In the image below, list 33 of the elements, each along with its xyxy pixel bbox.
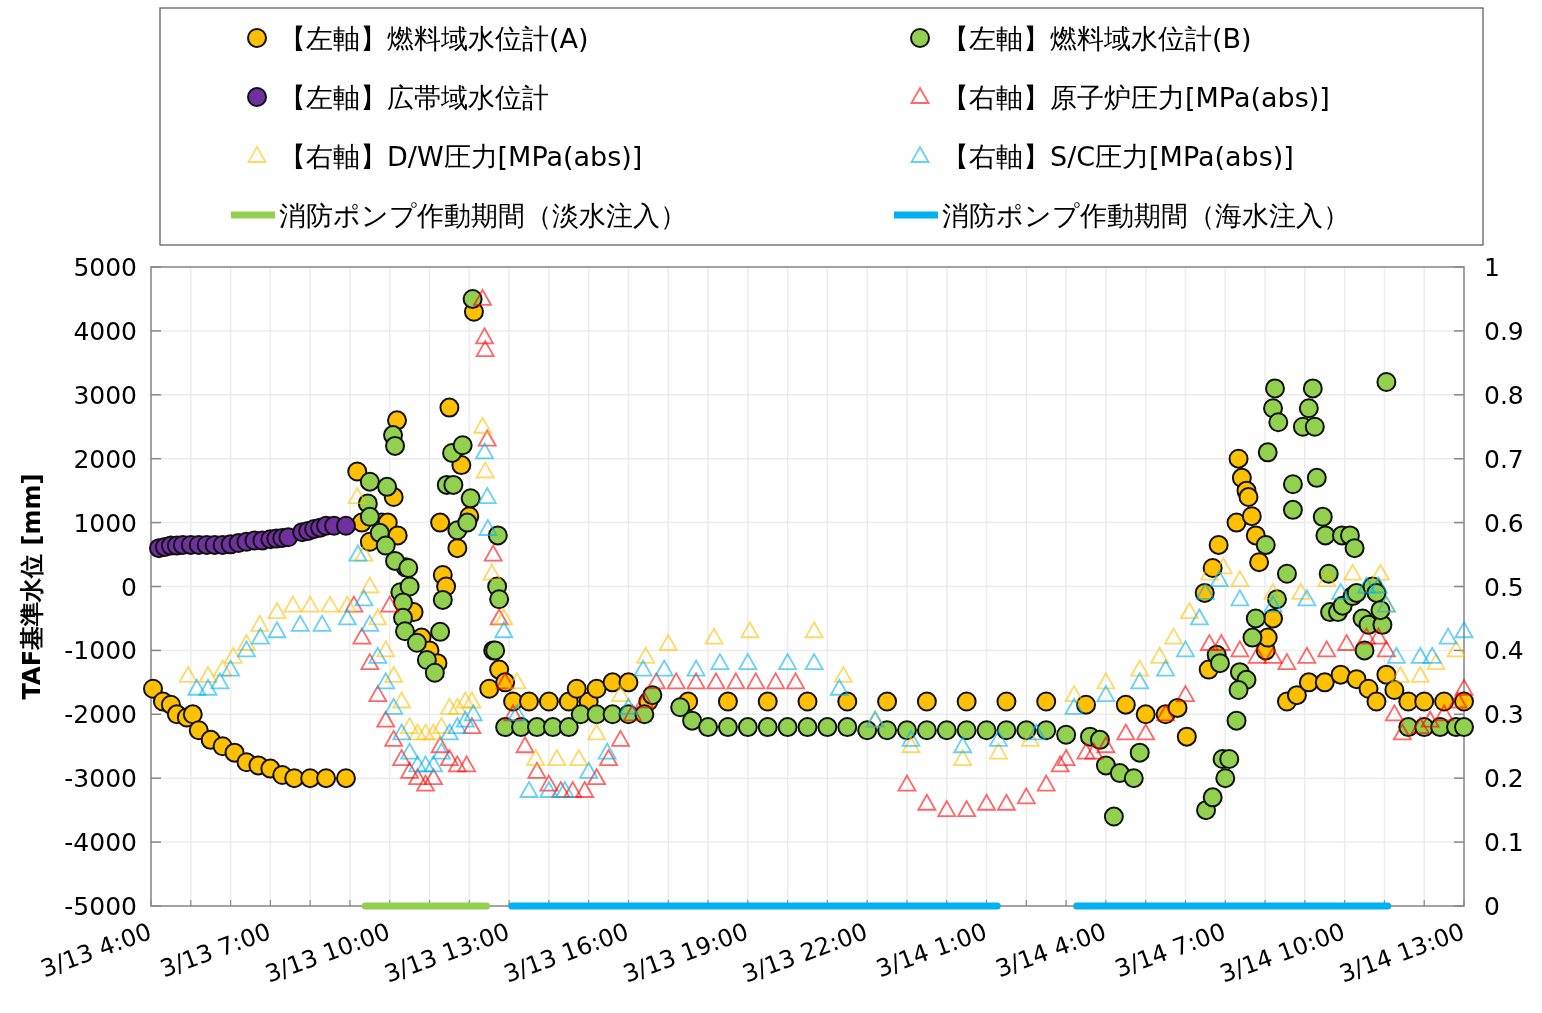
legend-label: 【左軸】燃料域水位計(B) <box>942 23 1252 54</box>
x-tick-label: 3/14 1:00 <box>872 917 991 984</box>
y-tick-label: 1000 <box>73 508 137 538</box>
y-tick-label: 0 <box>121 572 137 602</box>
point <box>335 515 356 536</box>
y2-tick-label: 0.2 <box>1484 764 1524 794</box>
legend-label: 消防ポンプ作動期間（淡水注入） <box>279 200 687 231</box>
y2-tick-label: 0.7 <box>1484 444 1524 474</box>
y2-tick-label: 1 <box>1484 253 1500 282</box>
x-tick-label: 3/14 4:00 <box>991 917 1110 984</box>
y2-tick-label: 0.1 <box>1484 828 1524 858</box>
y2-tick-label: 0.3 <box>1484 700 1524 730</box>
legend-label: 消防ポンプ作動期間（海水注入） <box>942 200 1350 231</box>
y-tick-label: 5000 <box>73 253 137 282</box>
y-axis-title: TAF基準水位 [mm] <box>18 473 46 700</box>
y2-tick-label: 0.5 <box>1484 572 1524 602</box>
legend-label: 【右軸】S/C圧力[MPa(abs)] <box>942 141 1294 172</box>
y-tick-label: -2000 <box>64 700 137 730</box>
y-tick-label: 4000 <box>73 316 137 346</box>
legend-label: 【左軸】燃料域水位計(A) <box>279 23 589 54</box>
y-tick-label: -4000 <box>64 828 137 858</box>
legend-label: 【右軸】原子炉圧力[MPa(abs)] <box>942 82 1330 113</box>
y2-tick-label: 0.6 <box>1484 508 1524 538</box>
y-tick-label: -3000 <box>64 764 137 794</box>
y2-tick-label: 0 <box>1484 892 1500 921</box>
y-tick-label: 3000 <box>73 380 137 410</box>
y-tick-label: -1000 <box>64 636 137 666</box>
legend-label: 【右軸】D/W圧力[MPa(abs)] <box>279 141 643 172</box>
y2-tick-label: 0.8 <box>1484 380 1524 410</box>
y-tick-label: 2000 <box>73 444 137 474</box>
legend-label: 【左軸】広帯域水位計 <box>279 82 549 113</box>
y2-tick-label: 0.4 <box>1484 636 1524 666</box>
y2-tick-label: 0.9 <box>1484 316 1524 346</box>
